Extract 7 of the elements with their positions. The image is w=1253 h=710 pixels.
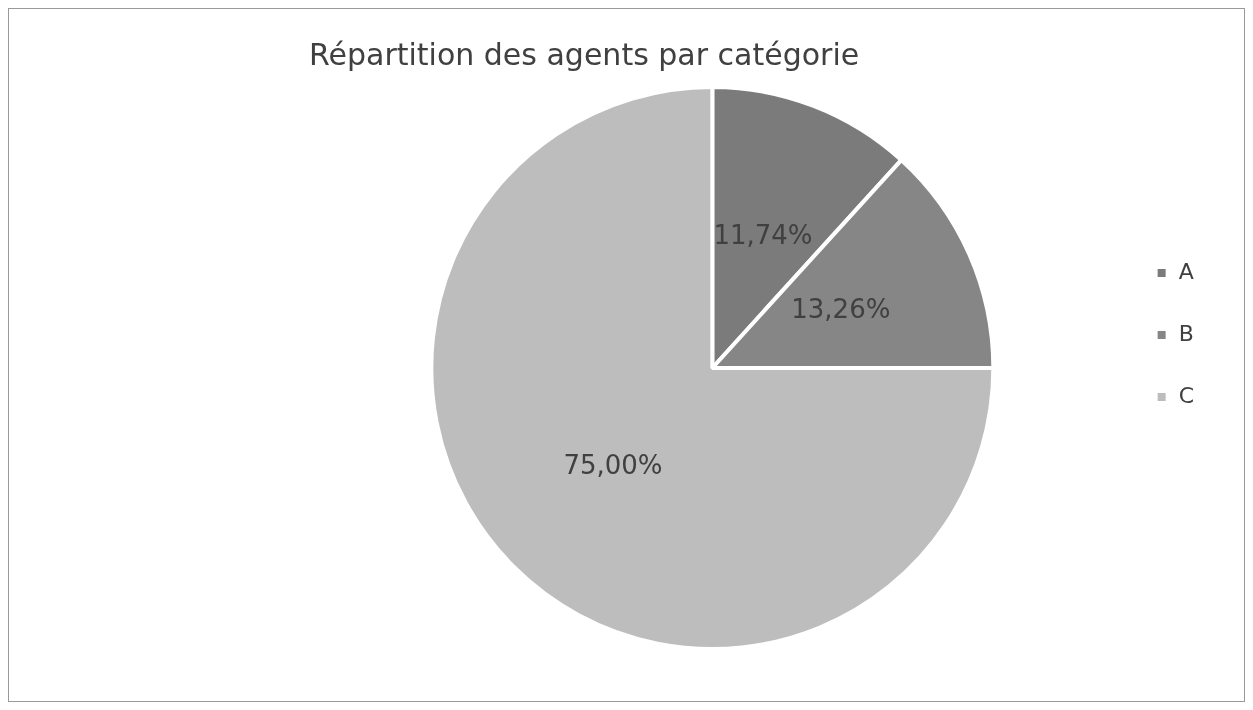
legend-label: C <box>1178 382 1195 408</box>
data-label: 75,00% <box>563 450 663 481</box>
data-label: 11,74% <box>713 219 813 250</box>
legend-label: A <box>1178 258 1194 284</box>
data-label: 13,26% <box>791 293 891 324</box>
legend-label: B <box>1178 320 1194 346</box>
chart-title: Répartition des agents par catégorie <box>309 36 860 72</box>
